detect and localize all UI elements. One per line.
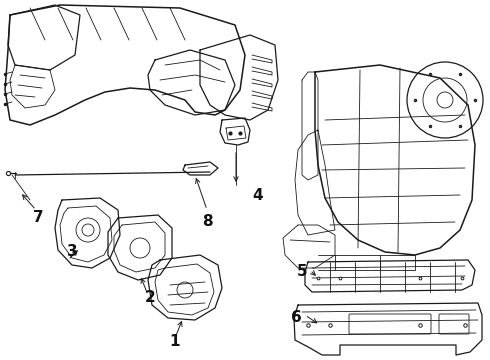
Text: 4: 4 [253,189,263,203]
Text: 6: 6 [291,310,302,325]
Text: 3: 3 [67,244,77,260]
Text: 7: 7 [33,211,43,225]
Text: 2: 2 [145,291,155,306]
Text: 5: 5 [296,265,307,279]
Text: 8: 8 [202,215,212,230]
Text: 1: 1 [170,334,180,350]
